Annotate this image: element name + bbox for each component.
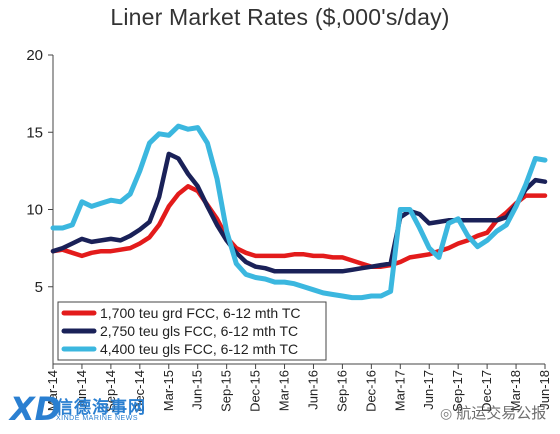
x-tick-label: Dec-17 (479, 370, 494, 412)
xinde-watermark-en: XINDE MARINE NEWS (56, 415, 139, 422)
x-tick-label: Dec-14 (132, 370, 147, 412)
y-axis-ticks: 5 10 15 20 (26, 47, 53, 296)
x-tick-label: Dec-16 (363, 370, 378, 412)
x-axis-ticks: Mar-14 Jun-14 Sep-14 Dec-14 Mar-15 Jun-15 Sep-… (45, 364, 552, 412)
x-tick-label: Jun-15 (190, 370, 205, 410)
xinde-logo-mark: XD (10, 390, 62, 428)
legend-label: 4,400 teu gls FCC, 6-12 mth TC (100, 341, 298, 357)
source-watermark: ◎ 航运交易公报 (440, 402, 546, 423)
x-tick-label: Mar-16 (277, 370, 292, 411)
x-tick-label: Jun-14 (74, 370, 89, 410)
x-tick-label: Sep-16 (334, 370, 349, 412)
x-tick-label: Mar-17 (392, 370, 407, 411)
y-tick-label: 15 (26, 124, 43, 141)
chart-title: Liner Market Rates ($,000's/day) (110, 4, 450, 30)
source-watermark-text: 航运交易公报 (456, 405, 547, 422)
y-tick-label: 10 (26, 202, 43, 219)
series-line-1 (50, 184, 548, 269)
x-tick-label: Sep-15 (219, 370, 234, 412)
x-tick-label: Sep-17 (450, 370, 465, 412)
x-tick-label: Mar-15 (161, 370, 176, 411)
x-tick-label: Mar-14 (45, 370, 60, 411)
legend-label: 2,750 teu gls FCC, 6-12 mth TC (100, 323, 298, 339)
legend-box (57, 301, 327, 361)
legend-label: 1,700 teu grd FCC, 6-12 mth TC (100, 305, 301, 321)
series-line-2 (50, 151, 548, 274)
series-layer (50, 123, 548, 301)
wechat-icon: ◎ (440, 405, 453, 421)
series-line-3 (50, 123, 548, 301)
xinde-watermark-cn: 信德海事网 (56, 398, 146, 417)
y-tick-label: 20 (26, 47, 43, 64)
xinde-watermark: XD 信德海事网 XINDE MARINE NEWS (10, 392, 160, 432)
y-tick-label: 5 (35, 279, 43, 296)
x-tick-label: Jun-16 (305, 370, 320, 410)
x-tick-label: Sep-14 (103, 370, 118, 412)
x-tick-label: Jun-18 (537, 370, 552, 410)
chart-legend: 1,700 teu grd FCC, 6-12 mth TC 2,750 teu … (57, 301, 327, 361)
x-tick-label: Jun-17 (421, 370, 436, 410)
x-tick-label: Dec-15 (248, 370, 263, 412)
x-tick-label: Mar-18 (508, 370, 523, 411)
